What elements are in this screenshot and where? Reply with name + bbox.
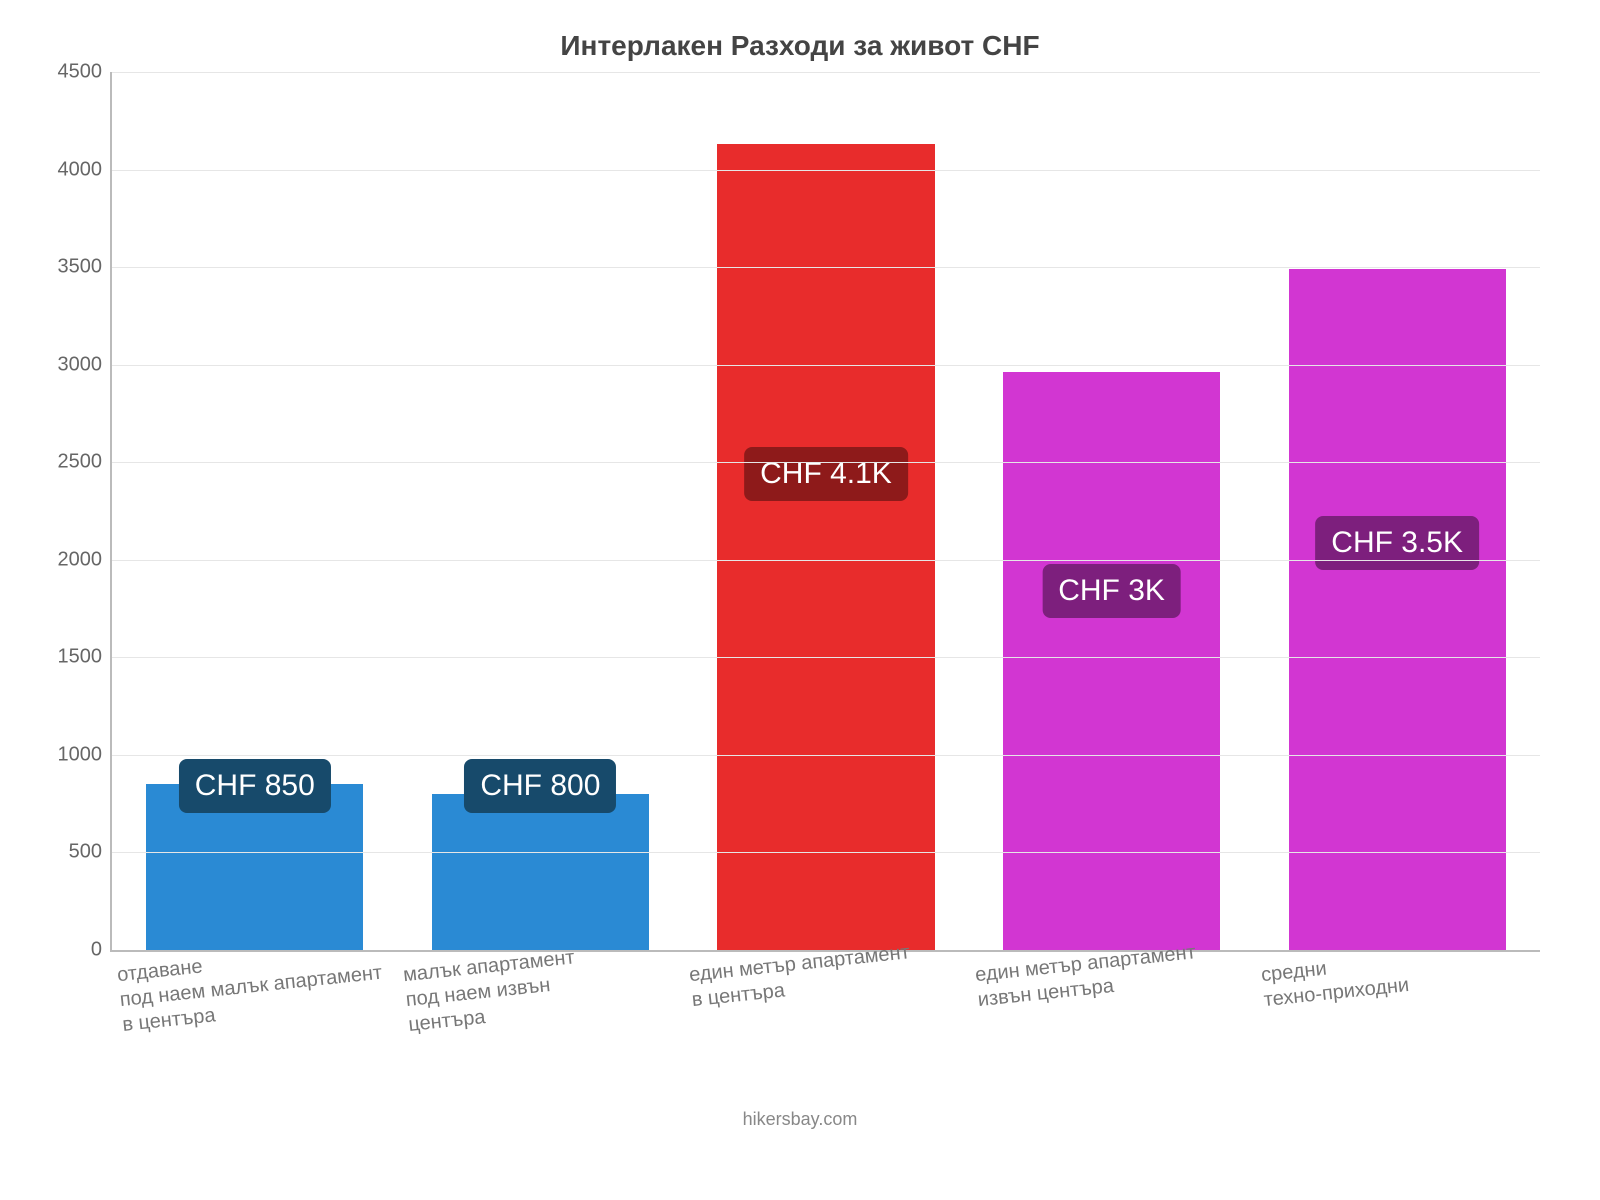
bar: CHF 800 [432,794,649,950]
gridline [112,462,1540,463]
gridline [112,365,1540,366]
y-tick-label: 1500 [58,646,113,669]
bar-slot: CHF 4.1K [683,72,969,950]
y-tick-label: 1000 [58,743,113,766]
bar: CHF 4.1K [717,144,934,950]
gridline [112,852,1540,853]
bar: CHF 850 [146,784,363,950]
gridline [112,657,1540,658]
x-axis: отдаване под наем малък апартамент в цен… [110,964,1540,1039]
bar-slot: CHF 3K [969,72,1255,950]
attribution: hikersbay.com [40,1109,1560,1130]
y-tick-label: 500 [69,841,112,864]
bar-value-label: CHF 3K [1042,564,1181,618]
y-tick-label: 3500 [58,256,113,279]
bar-value-label: CHF 4.1K [744,447,908,501]
gridline [112,267,1540,268]
bar-slot: CHF 3.5K [1254,72,1540,950]
y-tick-label: 0 [91,939,112,962]
gridline [112,72,1540,73]
bars-group: CHF 850 CHF 800 CHF 4.1K CHF 3K CHF 3.5K [112,72,1540,950]
chart-title: Интерлакен Разходи за живот CHF [40,30,1560,62]
gridline [112,170,1540,171]
y-tick-label: 4000 [58,158,113,181]
chart-container: Интерлакен Разходи за живот CHF CHF 850C… [0,0,1600,1200]
bar-value-label: CHF 800 [464,759,616,813]
bar-slot: CHF 850 [112,72,398,950]
bar-value-label: CHF 3.5K [1315,516,1479,570]
y-tick-label: 2000 [58,548,113,571]
plot-area: CHF 850CHF 800CHF 4.1KCHF 3KCHF 3.5K 050… [110,72,1540,952]
bar: CHF 3K [1003,372,1220,950]
y-tick-label: 2500 [58,451,113,474]
gridline [112,755,1540,756]
y-tick-label: 3000 [58,353,113,376]
gridline [112,560,1540,561]
bar-slot: CHF 800 [398,72,684,950]
bar: CHF 3.5K [1289,269,1506,950]
y-tick-label: 4500 [58,61,113,84]
bar-value-label: CHF 850 [179,759,331,813]
